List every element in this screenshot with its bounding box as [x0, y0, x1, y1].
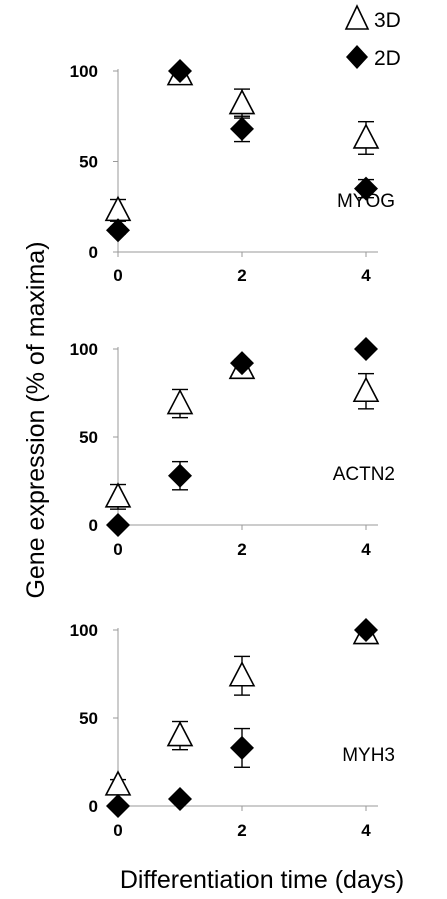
y-tick-label: 100 — [70, 340, 98, 359]
legend: 3D 2D — [344, 4, 401, 70]
legend-3d-label: 3D — [374, 9, 401, 32]
legend-3d-marker — [344, 4, 370, 30]
point-2d — [168, 786, 192, 811]
point-3d — [228, 661, 256, 687]
y-tick-label: 50 — [79, 153, 98, 172]
panels: 0 50 100 0 2 4 MYOG 0 50 100 0 2 4 ACTN2 0 50 100 0 2 4 MYH3 — [70, 59, 395, 840]
y-tick-label: 0 — [89, 797, 98, 816]
point-2d — [230, 351, 254, 376]
y-tick-label: 0 — [89, 243, 98, 262]
point-2d — [354, 337, 378, 361]
point-3d — [104, 770, 132, 796]
legend-2d-marker — [346, 45, 368, 69]
y-tick-label: 50 — [79, 428, 98, 447]
point-2d — [354, 618, 378, 642]
x-tick-label: 0 — [113, 266, 122, 285]
panel-label: MYH3 — [342, 745, 395, 766]
point-2d — [230, 116, 254, 141]
legend-2d-label: 2D — [374, 47, 401, 70]
point-2d — [168, 463, 192, 488]
point-2d — [106, 218, 130, 243]
point-2d — [106, 513, 130, 537]
panel-actn2: 0 50 100 0 2 4 ACTN2 — [70, 337, 395, 559]
x-tick-label: 0 — [113, 821, 122, 840]
point-3d — [166, 720, 194, 747]
point-3d — [104, 482, 132, 508]
point-3d — [352, 376, 380, 403]
y-tick-label: 100 — [70, 621, 98, 640]
x-axis-title: Differentiation time (days) — [120, 866, 404, 894]
point-2d — [168, 59, 192, 83]
y-tick-label: 100 — [70, 62, 98, 81]
panel-label: MYOG — [337, 191, 395, 212]
point-3d — [352, 123, 380, 149]
x-tick-label: 2 — [237, 821, 246, 840]
x-tick-label: 4 — [361, 821, 371, 840]
y-tick-label: 50 — [79, 709, 98, 728]
x-tick-label: 2 — [237, 540, 246, 559]
point-2d — [106, 794, 130, 818]
panel-myog: 0 50 100 0 2 4 MYOG — [70, 59, 395, 285]
x-tick-label: 0 — [113, 540, 122, 559]
point-2d — [354, 176, 378, 201]
panel-label: ACTN2 — [333, 464, 395, 485]
panel-myh3: 0 50 100 0 2 4 MYH3 — [70, 618, 395, 840]
x-tick-label: 4 — [361, 266, 371, 285]
x-tick-label: 4 — [361, 540, 371, 559]
point-3d — [228, 88, 256, 115]
y-axis-title: Gene expression (% of maxima) — [22, 241, 50, 598]
point-3d — [166, 388, 194, 415]
point-2d — [230, 735, 254, 760]
x-tick-label: 2 — [237, 266, 246, 285]
point-3d — [104, 195, 132, 222]
y-tick-label: 0 — [89, 516, 98, 535]
